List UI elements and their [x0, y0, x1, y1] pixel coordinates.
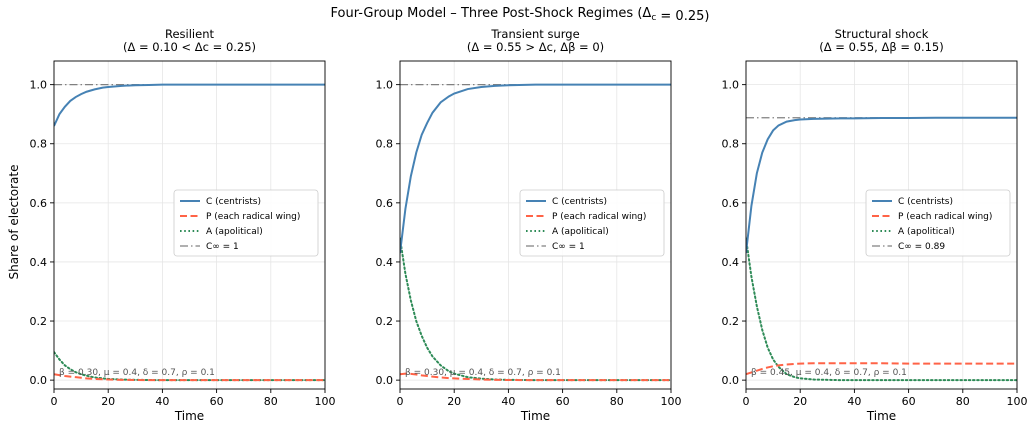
x-axis-label: Time [866, 409, 896, 423]
legend-box [519, 189, 665, 257]
x-tick-label: 0 [397, 395, 404, 408]
legend: C (centrists) P (each radical wing) A (apo… [519, 189, 665, 257]
x-tick-label: 100 [315, 395, 336, 408]
series-line-P [400, 372, 671, 382]
x-tick-label: 80 [956, 395, 970, 408]
x-tick-label: 100 [661, 395, 682, 408]
x-tick-label: 60 [210, 395, 224, 408]
y-tick-label: 0.6 [30, 197, 48, 210]
parameter-annotation: β = 0.30, μ = 0.4, δ = 0.7, ρ = 0.1 [59, 368, 215, 378]
x-tick-label: 20 [447, 395, 461, 408]
series-line-C [54, 83, 325, 127]
y-tick-label: 1.0 [30, 79, 48, 92]
legend: C (centrists) P (each radical wing) A (apo… [173, 189, 319, 257]
y-tick-label: 0.8 [30, 138, 48, 151]
panel-3: Structural shock(Δ = 0.55, Δβ = 0.15) 0 20… [722, 27, 1028, 423]
x-axis-label: Time [520, 409, 550, 423]
x-tick-label: 60 [556, 395, 570, 408]
x-tick-label: 20 [101, 395, 115, 408]
y-tick-label: 0.2 [722, 315, 740, 328]
y-tick-label: 0.2 [30, 315, 48, 328]
y-tick-label: 0.4 [30, 256, 48, 269]
y-tick-label: 0.0 [30, 374, 48, 387]
legend-label-P: P (each radical wing) [898, 212, 992, 222]
x-tick-label: 80 [264, 395, 278, 408]
x-tick-label: 100 [1007, 395, 1028, 408]
x-tick-label: 20 [793, 395, 807, 408]
legend-box [865, 189, 1011, 257]
x-tick-label: 80 [610, 395, 624, 408]
plot-area [400, 83, 671, 382]
y-tick-label: 0.6 [722, 197, 740, 210]
y-tick-label: 0.4 [376, 256, 394, 269]
legend-label-P: P (each radical wing) [552, 212, 646, 222]
legend: C (centrists) P (each radical wing) A (apo… [865, 189, 1011, 257]
panel-title: Transient surge [490, 27, 579, 41]
x-axis-label: Time [174, 409, 204, 423]
figure-title: Four-Group Model – Three Post-Shock Regi… [331, 6, 710, 24]
legend-label-A: A (apolitical) [206, 227, 263, 237]
legend-label-Cinf: C∞ = 0.89 [898, 242, 945, 252]
axes-frame [53, 60, 326, 390]
series-line-C [400, 83, 671, 254]
x-tick-label: 40 [847, 395, 861, 408]
panel-1: Resilient(Δ = 0.10 < Δc = 0.25) 0 20 40 60 80… [30, 27, 336, 423]
legend-label-A: A (apolitical) [552, 227, 609, 237]
series-line-A [400, 237, 671, 382]
x-tick-label: 0 [51, 395, 58, 408]
y-tick-label: 1.0 [376, 79, 394, 92]
plot-area [54, 83, 325, 382]
parameter-annotation: β = 0.45, μ = 0.4, δ = 0.7, ρ = 0.1 [751, 368, 907, 378]
x-tick-label: 40 [155, 395, 169, 408]
parameter-annotation: β = 0.30, μ = 0.4, δ = 0.7, ρ = 0.1 [405, 368, 561, 378]
y-tick-label: 0.8 [376, 138, 394, 151]
panel-subtitle: (Δ = 0.10 < Δc = 0.25) [123, 40, 256, 54]
legend-label-Cinf: C∞ = 1 [206, 242, 239, 252]
y-tick-label: 0.0 [376, 374, 394, 387]
y-axis-label: Share of electorate [7, 165, 21, 280]
legend-label-C: C (centrists) [898, 197, 953, 207]
panel-title: Resilient [165, 27, 214, 41]
y-tick-label: 0.0 [722, 374, 740, 387]
x-tick-label: 60 [902, 395, 916, 408]
y-tick-label: 0.6 [376, 197, 394, 210]
legend-label-C: C (centrists) [206, 197, 261, 207]
legend-label-C: C (centrists) [552, 197, 607, 207]
series-line-P [54, 373, 325, 382]
panel-2: Transient surge(Δ = 0.55 > Δc, Δβ = 0) 0 2… [376, 27, 682, 423]
panel-subtitle: (Δ = 0.55 > Δc, Δβ = 0) [467, 40, 604, 54]
panel-subtitle: (Δ = 0.55, Δβ = 0.15) [819, 40, 943, 54]
y-tick-label: 0.4 [722, 256, 740, 269]
legend-box [173, 189, 319, 257]
y-tick-label: 0.2 [376, 315, 394, 328]
series-line-C [746, 116, 1017, 254]
y-tick-label: 0.8 [722, 138, 740, 151]
x-tick-label: 40 [501, 395, 515, 408]
legend-label-Cinf: C∞ = 1 [552, 242, 585, 252]
y-tick-label: 1.0 [722, 79, 740, 92]
legend-label-P: P (each radical wing) [206, 212, 300, 222]
x-tick-label: 0 [743, 395, 750, 408]
plot-area [746, 116, 1017, 382]
panel-title: Structural shock [835, 27, 929, 41]
axes-frame [399, 60, 672, 390]
legend-label-A: A (apolitical) [898, 227, 955, 237]
series-line-A [746, 237, 1017, 382]
axes-frame [745, 60, 1018, 390]
